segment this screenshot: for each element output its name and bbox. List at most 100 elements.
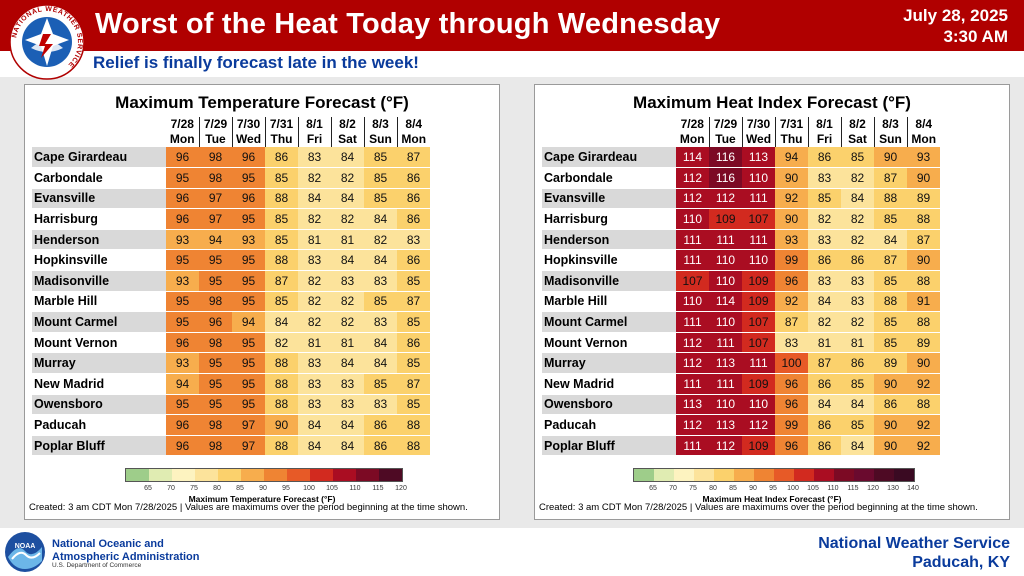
color-scale-swatch [241,469,264,481]
forecast-value-cell: 86 [874,394,907,416]
date-header-row: 7/28 7/29 7/30 7/31 8/1 8/2 8/3 8/4 [542,117,940,132]
color-scale-swatch [126,469,149,481]
color-scale-tick-label: 85 [236,485,244,492]
table-row: Henderson 111 111 111 93 83 82 84 87 [542,229,940,251]
forecast-table: 7/28 7/29 7/30 7/31 8/1 8/2 8/3 8/4 Mon Tue Wed Thu… [542,117,940,457]
forecast-value-cell: 82 [331,311,364,333]
forecast-value-cell: 86 [841,352,874,375]
forecast-value-cell: 88 [907,208,940,230]
forecast-value-cell: 111 [676,311,709,333]
day-header: Wed [742,132,776,147]
color-scale-swatch [774,469,794,481]
forecast-value-cell: 84 [841,188,874,210]
forecast-value-cell: 96 [166,147,199,169]
color-scale-swatch [694,469,714,481]
color-scale-title: Maximum Heat Index Forecast (°F) [702,494,842,504]
day-header: Fri [808,132,842,147]
color-scale-swatch [834,469,854,481]
forecast-value-cell: 84 [298,414,331,436]
forecast-value-cell: 84 [331,147,364,169]
forecast-value-cell: 81 [331,229,364,251]
date-header: 8/1 [298,117,332,132]
forecast-value-cell: 88 [397,414,430,436]
table-row: Mount Vernon 112 111 107 83 81 81 85 89 [542,332,940,354]
date-header: 8/3 [364,117,398,132]
city-name: Owensboro [32,394,166,416]
forecast-value-cell: 94 [166,373,199,395]
forecast-value-cell: 95 [232,332,265,354]
day-header-row: Mon Tue Wed Thu Fri Sat Sun Mon [542,132,940,147]
color-scale-swatch [874,469,894,481]
forecast-value-cell: 88 [265,188,298,210]
forecast-value-cell: 88 [907,311,940,333]
forecast-value-cell: 83 [775,332,808,354]
forecast-value-cell: 95 [199,352,232,375]
office-line2: Paducah, KY [912,554,1010,571]
forecast-value-cell: 90 [775,167,808,189]
forecast-value-cell: 95 [232,373,265,395]
city-name: Evansville [32,188,166,210]
forecast-value-cell: 85 [265,167,298,189]
city-name: Mount Vernon [32,332,166,354]
forecast-value-cell: 86 [397,188,430,210]
forecast-value-cell: 111 [742,188,775,210]
table-row: Mount Vernon 96 98 95 82 81 81 84 86 [32,332,430,354]
color-scale-swatch [195,469,218,481]
city-name: Poplar Bluff [542,435,676,457]
forecast-value-cell: 98 [199,147,232,169]
color-scale-tick-label: 65 [144,485,152,492]
table-row: Owensboro 95 95 95 88 83 83 83 85 [32,394,430,416]
forecast-value-cell: 97 [199,208,232,230]
forecast-value-cell: 96 [166,435,199,457]
header-banner [0,0,1024,51]
table-row: Madisonville 107 110 109 96 83 83 85 88 [542,270,940,292]
color-scale-swatch [149,469,172,481]
forecast-value-cell: 87 [775,311,808,333]
day-header-row: Mon Tue Wed Thu Fri Sat Sun Mon [32,132,430,147]
subtitle-bar [0,51,1024,77]
forecast-value-cell: 83 [364,270,397,292]
forecast-value-cell: 85 [874,270,907,292]
forecast-value-cell: 99 [775,249,808,272]
forecast-value-cell: 85 [841,414,874,436]
forecast-value-cell: 111 [676,435,709,457]
day-header: Wed [232,132,266,147]
forecast-value-cell: 82 [298,208,331,230]
forecast-value-cell: 88 [265,394,298,416]
forecast-value-cell: 87 [907,229,940,251]
forecast-value-cell: 112 [709,435,742,457]
forecast-value-cell: 98 [199,332,232,354]
forecast-value-cell: 85 [364,373,397,395]
forecast-value-cell: 95 [232,208,265,230]
table-row: Poplar Bluff 111 112 109 96 86 84 90 92 [542,435,940,457]
forecast-value-cell: 82 [808,311,841,333]
forecast-value-cell: 85 [874,208,907,230]
forecast-value-cell: 84 [364,249,397,272]
forecast-value-cell: 84 [808,291,841,313]
city-name: Owensboro [542,394,676,416]
color-scale-tick-label: 105 [326,485,338,492]
color-scale-tick-label: 120 [867,485,879,492]
forecast-value-cell: 87 [397,147,430,169]
noaa-name-line2: Atmospheric Administration [52,551,200,563]
color-scale-swatch [854,469,874,481]
forecast-value-cell: 85 [364,147,397,169]
date-header: 7/28 [676,117,710,132]
forecast-value-cell: 84 [298,188,331,210]
forecast-value-cell: 83 [298,249,331,272]
date-header: 8/3 [874,117,908,132]
city-name: New Madrid [32,373,166,395]
forecast-value-cell: 85 [397,352,430,375]
noaa-name: National Oceanic and Atmospheric Adminis… [52,538,200,564]
forecast-table: 7/28 7/29 7/30 7/31 8/1 8/2 8/3 8/4 Mon Tue Wed Thu… [32,117,430,457]
forecast-value-cell: 89 [907,188,940,210]
color-scale-swatch [310,469,333,481]
forecast-value-cell: 84 [331,435,364,457]
forecast-value-cell: 112 [742,414,775,436]
forecast-value-cell: 99 [775,414,808,436]
forecast-value-cell: 92 [907,373,940,395]
forecast-value-cell: 110 [709,270,742,292]
forecast-value-cell: 86 [808,414,841,436]
forecast-value-cell: 116 [709,147,742,169]
city-name: Mount Carmel [542,311,676,333]
